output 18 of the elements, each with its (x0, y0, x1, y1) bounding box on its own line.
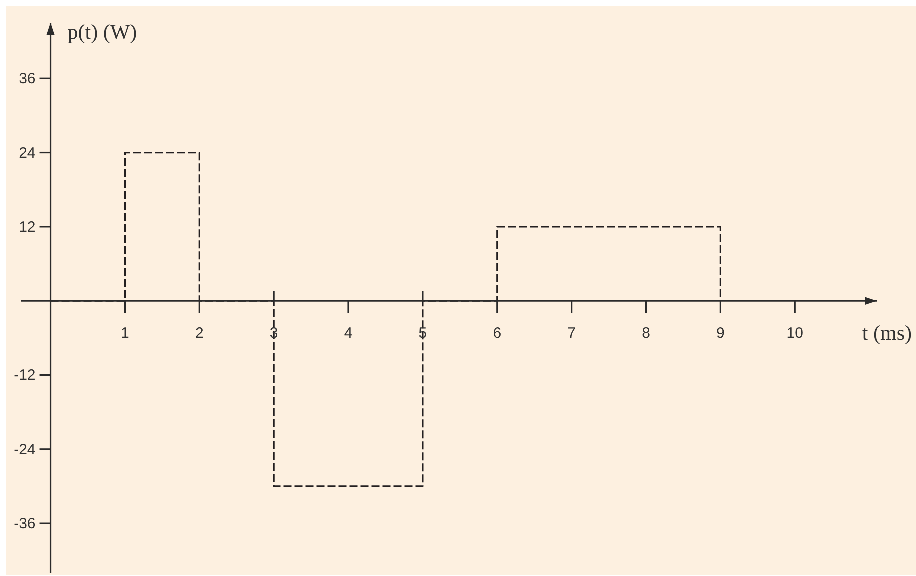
x-tick-label: 4 (344, 324, 353, 342)
y-tick-label: 12 (19, 218, 36, 236)
x-tick-label: 1 (121, 324, 130, 342)
x-tick-label: 10 (786, 324, 804, 342)
x-tick-label: 6 (493, 324, 502, 342)
x-axis-title: t (ms) (862, 321, 912, 346)
y-axis-title: p(t) (W) (68, 20, 138, 44)
x-tick-label: 3 (270, 324, 278, 342)
y-tick-label: -24 (14, 440, 36, 458)
x-tick-label: 5 (418, 324, 428, 342)
x-tick-label: 8 (642, 324, 650, 342)
y-tick-label: -36 (14, 515, 36, 532)
x-tick-label: 7 (568, 324, 576, 342)
x-tick-label: 2 (195, 324, 204, 342)
y-tick-label: 36 (19, 70, 36, 88)
x-tick-label: 9 (716, 324, 725, 342)
y-tick-label: -12 (14, 366, 36, 384)
y-tick-label: 24 (19, 144, 36, 162)
